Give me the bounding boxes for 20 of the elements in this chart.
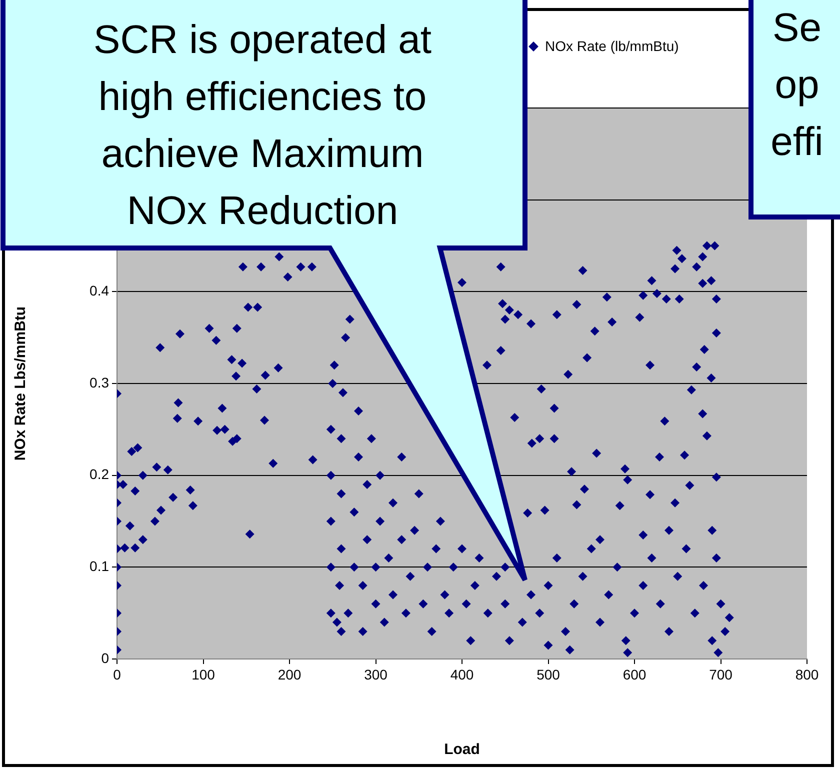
x-tick-label: 200 (278, 666, 302, 682)
x-tick-label: 0 (113, 666, 122, 682)
x-tick-label: 500 (536, 666, 560, 682)
speech-bubble: Se op effi (748, 0, 840, 222)
y-axis-title: NOx Rate Lbs/mmBtu (12, 306, 30, 461)
x-axis-title: Load (444, 741, 480, 758)
y-tick-label: 0.3 (90, 374, 110, 390)
annotation: Se op effi (770, 5, 824, 166)
x-tick-label: 700 (709, 666, 733, 682)
x-tick-label: 100 (192, 666, 216, 682)
y-tick-label: 0.2 (90, 466, 110, 482)
x-tick-label: 300 (364, 666, 388, 682)
y-tick-label: 0 (101, 650, 110, 666)
legend-label: NOx Rate (lb/mmBtu) (545, 38, 679, 54)
annotation: SCR is operated at high efficiencies to achieve Maximum NOx Reduction (92, 17, 432, 235)
y-tick-label: 0.1 (90, 558, 110, 574)
x-tick-label: 400 (450, 666, 474, 682)
y-tick-label: 0.4 (90, 282, 110, 299)
x-tick-label: 800 (795, 666, 819, 682)
x-tick-label: 600 (622, 666, 646, 682)
